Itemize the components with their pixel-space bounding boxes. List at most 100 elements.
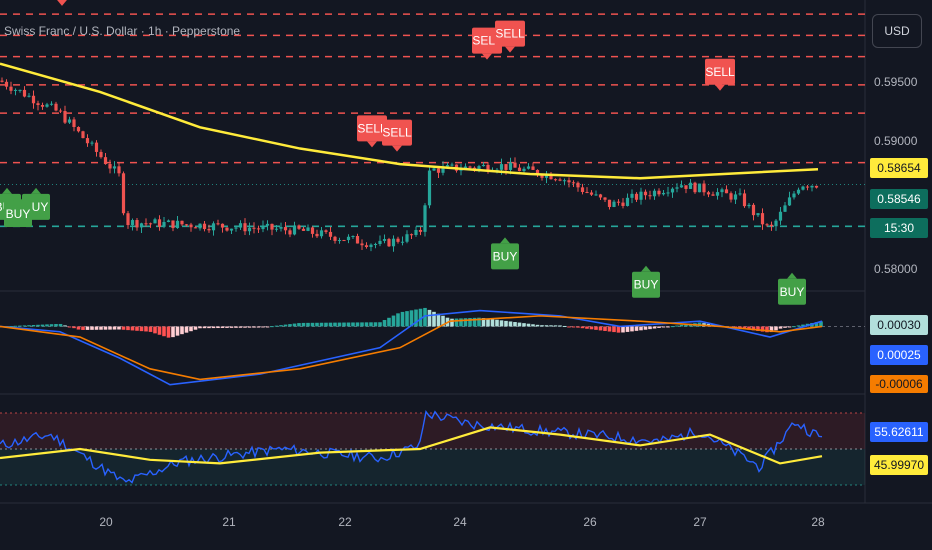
candle-body [337, 240, 342, 242]
macd-hist-bar [337, 322, 342, 327]
macd-hist-bar [562, 325, 567, 327]
macd-hist-bar [193, 326, 198, 330]
macd-hist-bar [535, 324, 540, 327]
candle-body [301, 228, 306, 231]
macd-hist-bar [499, 320, 504, 327]
candle-body [729, 193, 733, 200]
macd-hist-bar [256, 326, 261, 328]
candle-body [814, 185, 819, 188]
buy-label-box [632, 271, 660, 298]
sma-line [0, 62, 819, 180]
macd-hist-bar [45, 324, 49, 327]
sell-label: SELL [705, 65, 735, 79]
candle-body [774, 220, 778, 227]
sell-label: SELL [472, 34, 502, 48]
candle-body [414, 229, 418, 235]
candle-body [189, 224, 193, 228]
macd-signal-line [0, 315, 823, 381]
macd-hist-bar [94, 326, 99, 330]
candle-body [796, 189, 801, 194]
macd-hist-bar [261, 326, 265, 328]
macd-hist-bar [481, 318, 486, 327]
macd-hist-bar [99, 326, 103, 330]
candle-body [342, 240, 346, 242]
candle-body [90, 142, 94, 144]
candle-body [585, 191, 589, 193]
macd-hist-bar [126, 326, 130, 331]
candle-body [765, 224, 769, 226]
macd-hist-bar [571, 326, 576, 328]
macd-hist-bar [117, 326, 121, 330]
macd-hist-bar [625, 326, 630, 332]
macd-hist-bar [787, 326, 792, 328]
sell-arrow [392, 145, 402, 152]
macd-hist-bar [252, 326, 256, 328]
macd-hist-bar [198, 326, 202, 329]
macd-hist-bar [549, 325, 553, 327]
candle-body [238, 223, 243, 228]
macd-hist-bar [301, 322, 306, 327]
sell-arrow [482, 53, 492, 60]
macd-hist-badge: 0.00030 [870, 315, 928, 335]
candle-body [531, 166, 535, 170]
macd-hist-bar [387, 317, 391, 327]
buy-arrow [641, 265, 651, 272]
candle-body [787, 197, 792, 206]
candle-body [562, 180, 567, 182]
price-tick: 0.58000 [874, 262, 918, 276]
macd-hist-bar [603, 326, 607, 331]
candle-body [130, 220, 135, 226]
candle-body [472, 167, 477, 169]
macd-hist-bar [490, 319, 495, 327]
candle-body [445, 165, 450, 167]
macd-hist-bar [585, 326, 589, 329]
candle-body [751, 204, 756, 216]
currency-button[interactable]: USD [872, 14, 922, 48]
buy-signal: BUY [4, 194, 32, 227]
candle-body [171, 220, 175, 229]
candle-body [103, 157, 108, 165]
macd-hist-bar [306, 322, 310, 327]
macd-hist-bar [355, 322, 360, 327]
candle-body [292, 225, 297, 235]
candle-body [684, 185, 688, 189]
candle-body [715, 192, 720, 196]
candle-body [486, 164, 490, 172]
macd-hist-bar [40, 324, 45, 327]
rsi-badge: 55.62611 [870, 422, 928, 442]
macd-hist-bar [792, 326, 796, 328]
candle-body [310, 227, 315, 234]
sell-signal: SELL [495, 20, 525, 53]
candle-body [274, 228, 279, 230]
macd-hist-bar [598, 326, 603, 331]
macd-hist-bar [373, 322, 378, 327]
candle-body [432, 168, 436, 171]
candle-body [139, 223, 144, 228]
candle-body [283, 227, 288, 231]
candle-body [418, 229, 423, 232]
candle-body [427, 170, 432, 206]
candle-body [315, 233, 319, 237]
macd-hist-bar [558, 325, 562, 327]
candle-body [85, 138, 90, 144]
candle-body [711, 194, 715, 196]
macd-hist-bar [184, 326, 189, 333]
candle-body [13, 89, 18, 91]
macd-hist-bar [369, 322, 373, 327]
candle-body [225, 227, 229, 231]
candle-body [450, 164, 454, 166]
buy-arrow [13, 194, 23, 201]
candle-body [67, 119, 72, 123]
candle-body [504, 164, 508, 170]
candle-body [544, 173, 549, 178]
macd-hist-bar [472, 317, 477, 327]
macd-hist-bar [238, 326, 243, 328]
candle-body [45, 104, 49, 107]
macd-hist-bar [333, 322, 337, 327]
last-price-badge: 0.58546 [870, 189, 928, 209]
buy-signal: BUY [778, 272, 806, 305]
candle-body [72, 119, 76, 128]
macd-hist-bar [270, 326, 274, 328]
candle-body [756, 213, 760, 216]
